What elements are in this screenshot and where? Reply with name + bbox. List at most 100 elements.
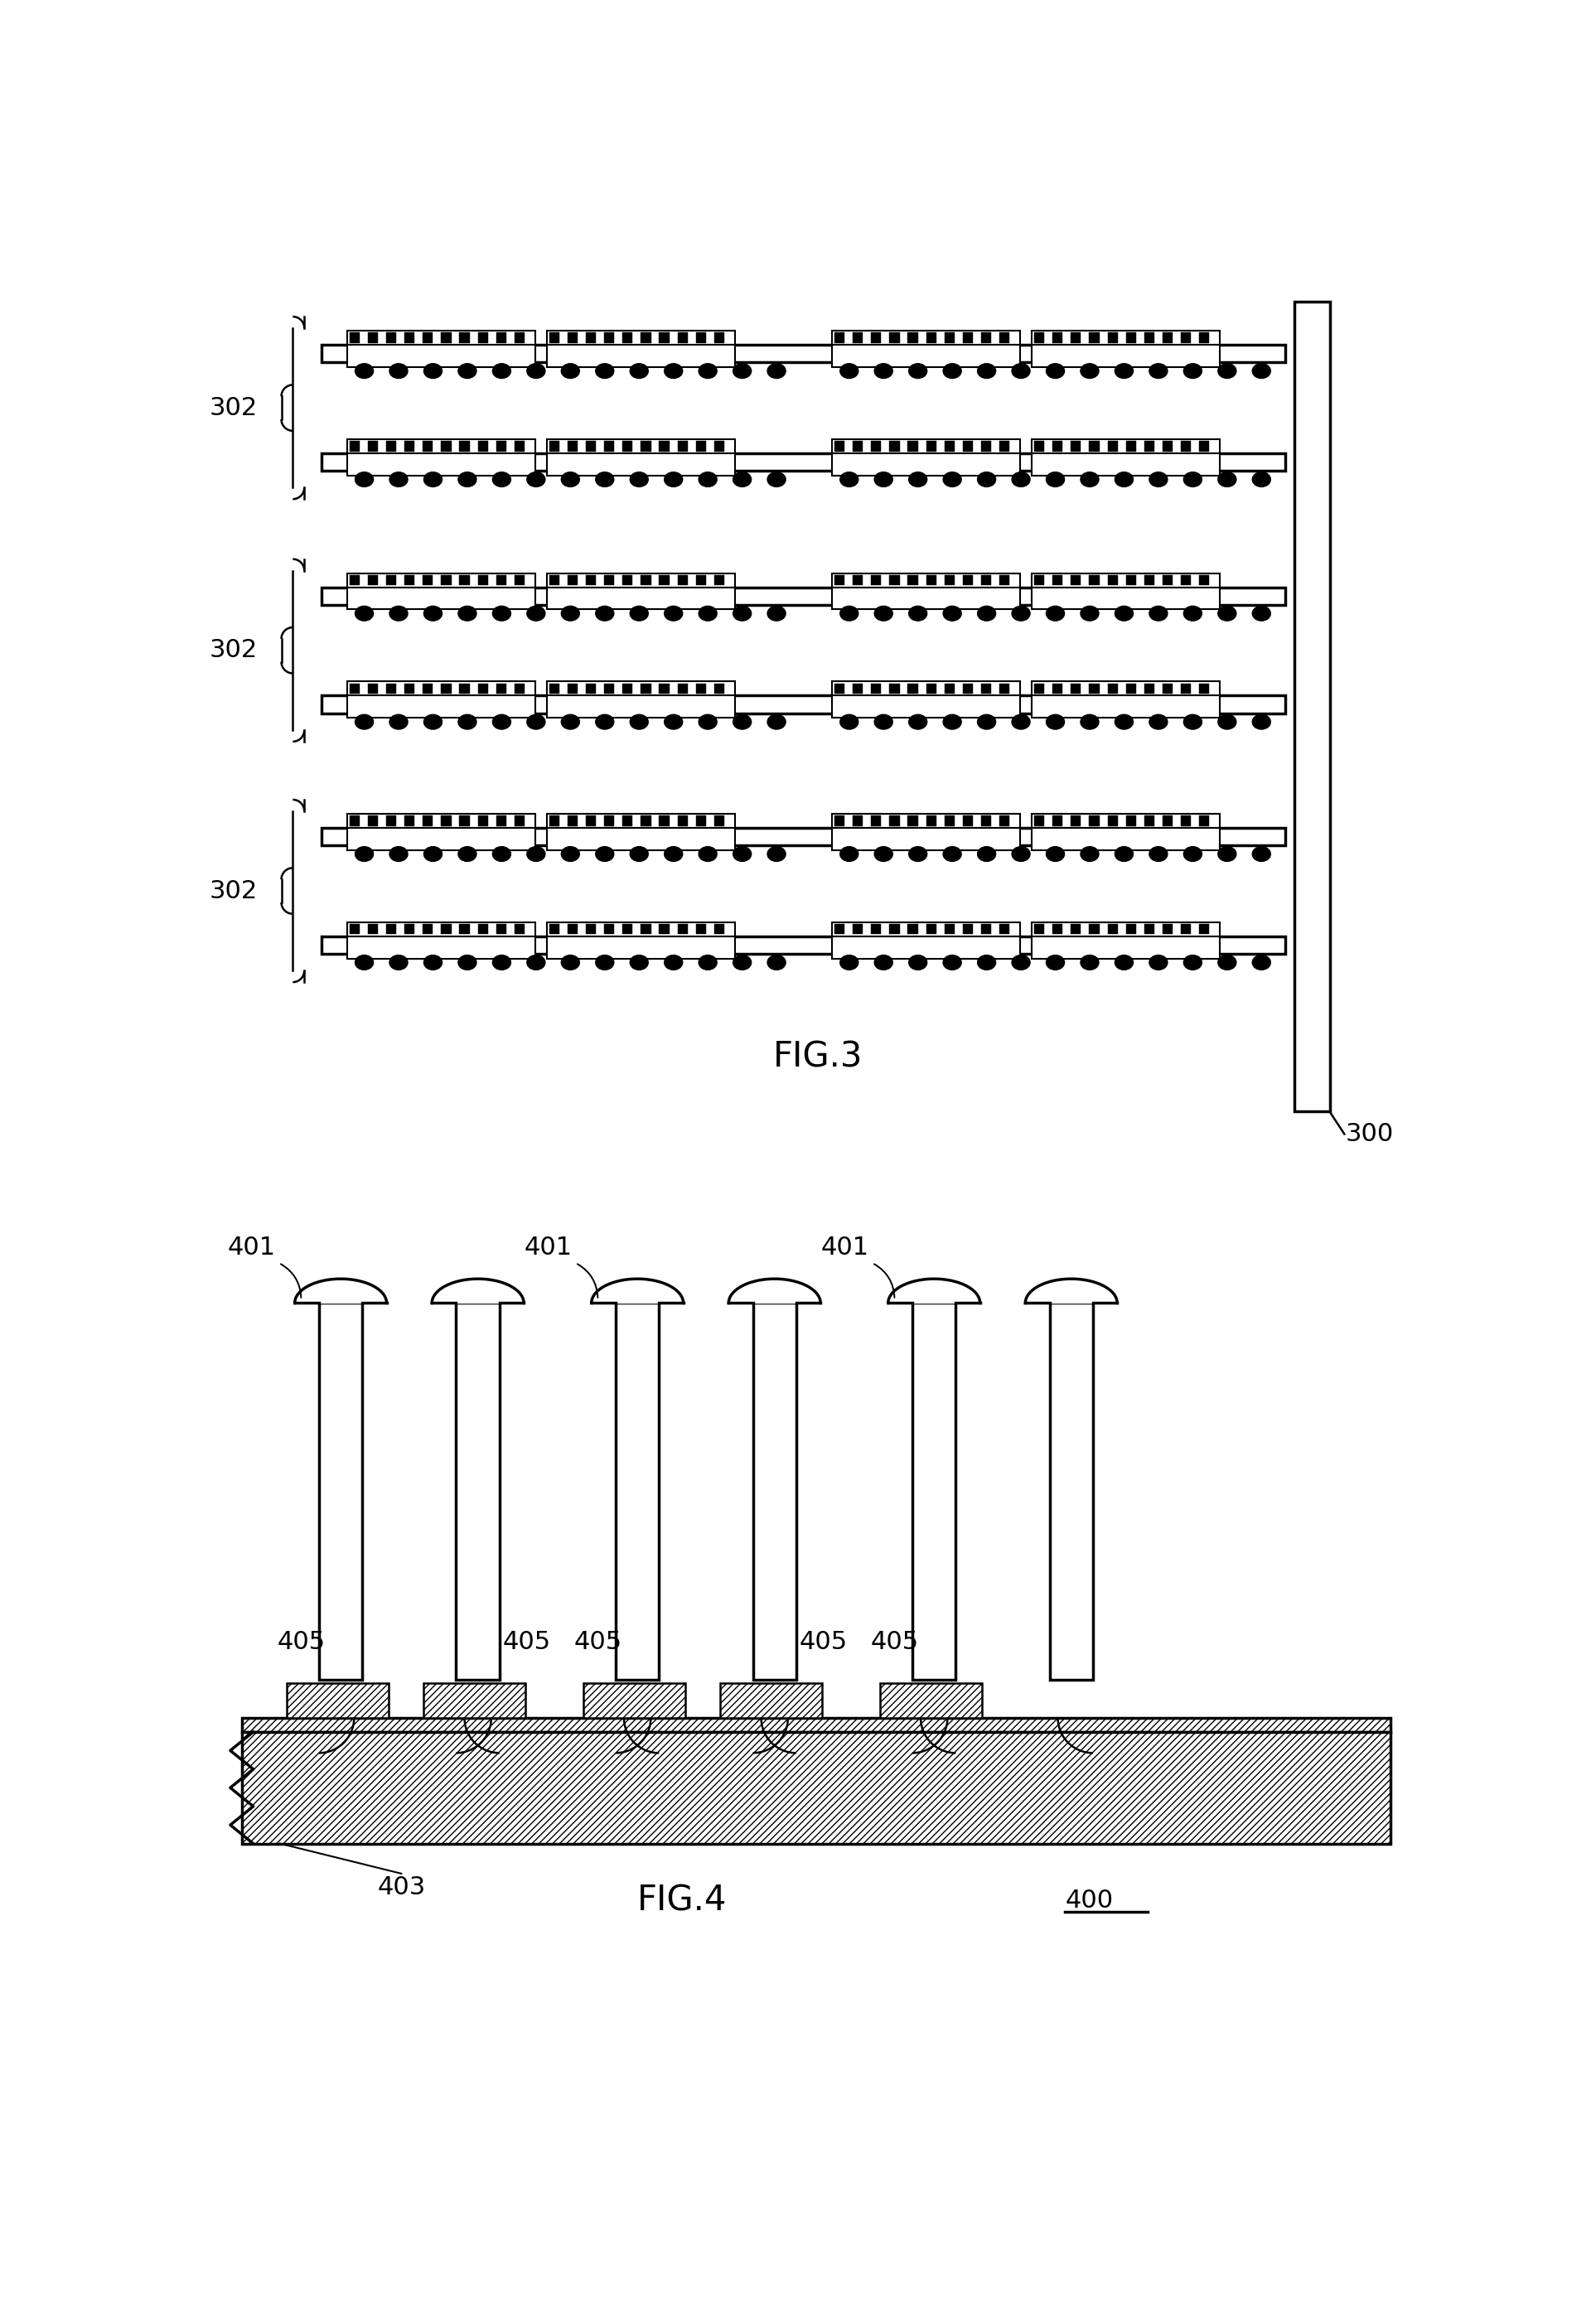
Bar: [926, 924, 937, 935]
Bar: [832, 453, 1020, 476]
Bar: [586, 816, 595, 825]
Bar: [1199, 816, 1210, 825]
Bar: [642, 333, 651, 342]
Ellipse shape: [1184, 363, 1202, 379]
Bar: [962, 816, 974, 825]
Ellipse shape: [1253, 363, 1270, 379]
Ellipse shape: [1149, 956, 1168, 970]
Ellipse shape: [1012, 715, 1029, 728]
Bar: [962, 441, 974, 450]
Bar: [1181, 574, 1191, 586]
Bar: [1162, 816, 1173, 825]
Ellipse shape: [977, 607, 996, 620]
Bar: [659, 924, 669, 935]
Bar: [460, 924, 469, 935]
Ellipse shape: [1253, 607, 1270, 620]
Bar: [962, 333, 974, 342]
Ellipse shape: [1218, 607, 1237, 620]
Ellipse shape: [699, 956, 717, 970]
Ellipse shape: [733, 607, 752, 620]
Ellipse shape: [389, 607, 407, 620]
Bar: [547, 345, 736, 368]
Bar: [1162, 333, 1173, 342]
Bar: [1071, 333, 1080, 342]
Text: FIG.3: FIG.3: [772, 1039, 863, 1075]
Text: 405: 405: [278, 1629, 326, 1655]
Bar: [346, 921, 535, 935]
Ellipse shape: [768, 956, 785, 970]
Bar: [832, 827, 1020, 850]
Polygon shape: [729, 1280, 820, 1303]
Bar: [346, 935, 535, 958]
Text: 401: 401: [820, 1236, 868, 1259]
Text: 405: 405: [800, 1629, 847, 1655]
Ellipse shape: [1080, 471, 1098, 487]
Ellipse shape: [839, 846, 859, 862]
Bar: [605, 683, 614, 694]
Bar: [605, 574, 614, 586]
Bar: [999, 924, 1009, 935]
Ellipse shape: [1012, 956, 1029, 970]
Bar: [713, 441, 725, 450]
Ellipse shape: [425, 715, 442, 728]
Ellipse shape: [630, 607, 648, 620]
Ellipse shape: [562, 363, 579, 379]
Bar: [835, 683, 844, 694]
Bar: [852, 574, 863, 586]
Bar: [1053, 924, 1063, 935]
Bar: [1181, 441, 1191, 450]
Bar: [286, 1682, 388, 1719]
Bar: [514, 924, 525, 935]
Bar: [350, 924, 359, 935]
Ellipse shape: [562, 846, 579, 862]
Polygon shape: [433, 1280, 523, 1303]
Bar: [423, 816, 433, 825]
Bar: [982, 816, 991, 825]
Ellipse shape: [1080, 715, 1098, 728]
Bar: [835, 574, 844, 586]
Bar: [945, 441, 954, 450]
Bar: [1108, 683, 1117, 694]
Polygon shape: [592, 1280, 683, 1303]
Bar: [1199, 924, 1210, 935]
Ellipse shape: [977, 715, 996, 728]
Bar: [642, 574, 651, 586]
Bar: [835, 441, 844, 450]
Bar: [999, 683, 1009, 694]
Bar: [1162, 441, 1173, 450]
Ellipse shape: [664, 363, 683, 379]
Ellipse shape: [943, 471, 961, 487]
Ellipse shape: [354, 607, 373, 620]
Bar: [889, 441, 900, 450]
Ellipse shape: [630, 715, 648, 728]
Ellipse shape: [493, 607, 511, 620]
Bar: [1088, 924, 1100, 935]
Bar: [713, 924, 725, 935]
Bar: [477, 683, 488, 694]
Bar: [346, 696, 535, 717]
Bar: [1031, 588, 1219, 609]
Bar: [659, 683, 669, 694]
Bar: [1034, 333, 1044, 342]
Ellipse shape: [699, 715, 717, 728]
Ellipse shape: [493, 956, 511, 970]
Bar: [321, 345, 1285, 363]
Ellipse shape: [1184, 956, 1202, 970]
Bar: [350, 333, 359, 342]
Ellipse shape: [699, 846, 717, 862]
Bar: [832, 935, 1020, 958]
Ellipse shape: [562, 715, 579, 728]
Ellipse shape: [630, 846, 648, 862]
Bar: [889, 816, 900, 825]
Bar: [1034, 816, 1044, 825]
Bar: [404, 816, 415, 825]
Bar: [1031, 572, 1219, 588]
Bar: [369, 816, 378, 825]
Bar: [386, 683, 396, 694]
Bar: [1031, 683, 1219, 696]
Bar: [423, 683, 433, 694]
Ellipse shape: [943, 715, 961, 728]
Ellipse shape: [389, 956, 407, 970]
Bar: [547, 827, 736, 850]
Bar: [346, 331, 535, 345]
